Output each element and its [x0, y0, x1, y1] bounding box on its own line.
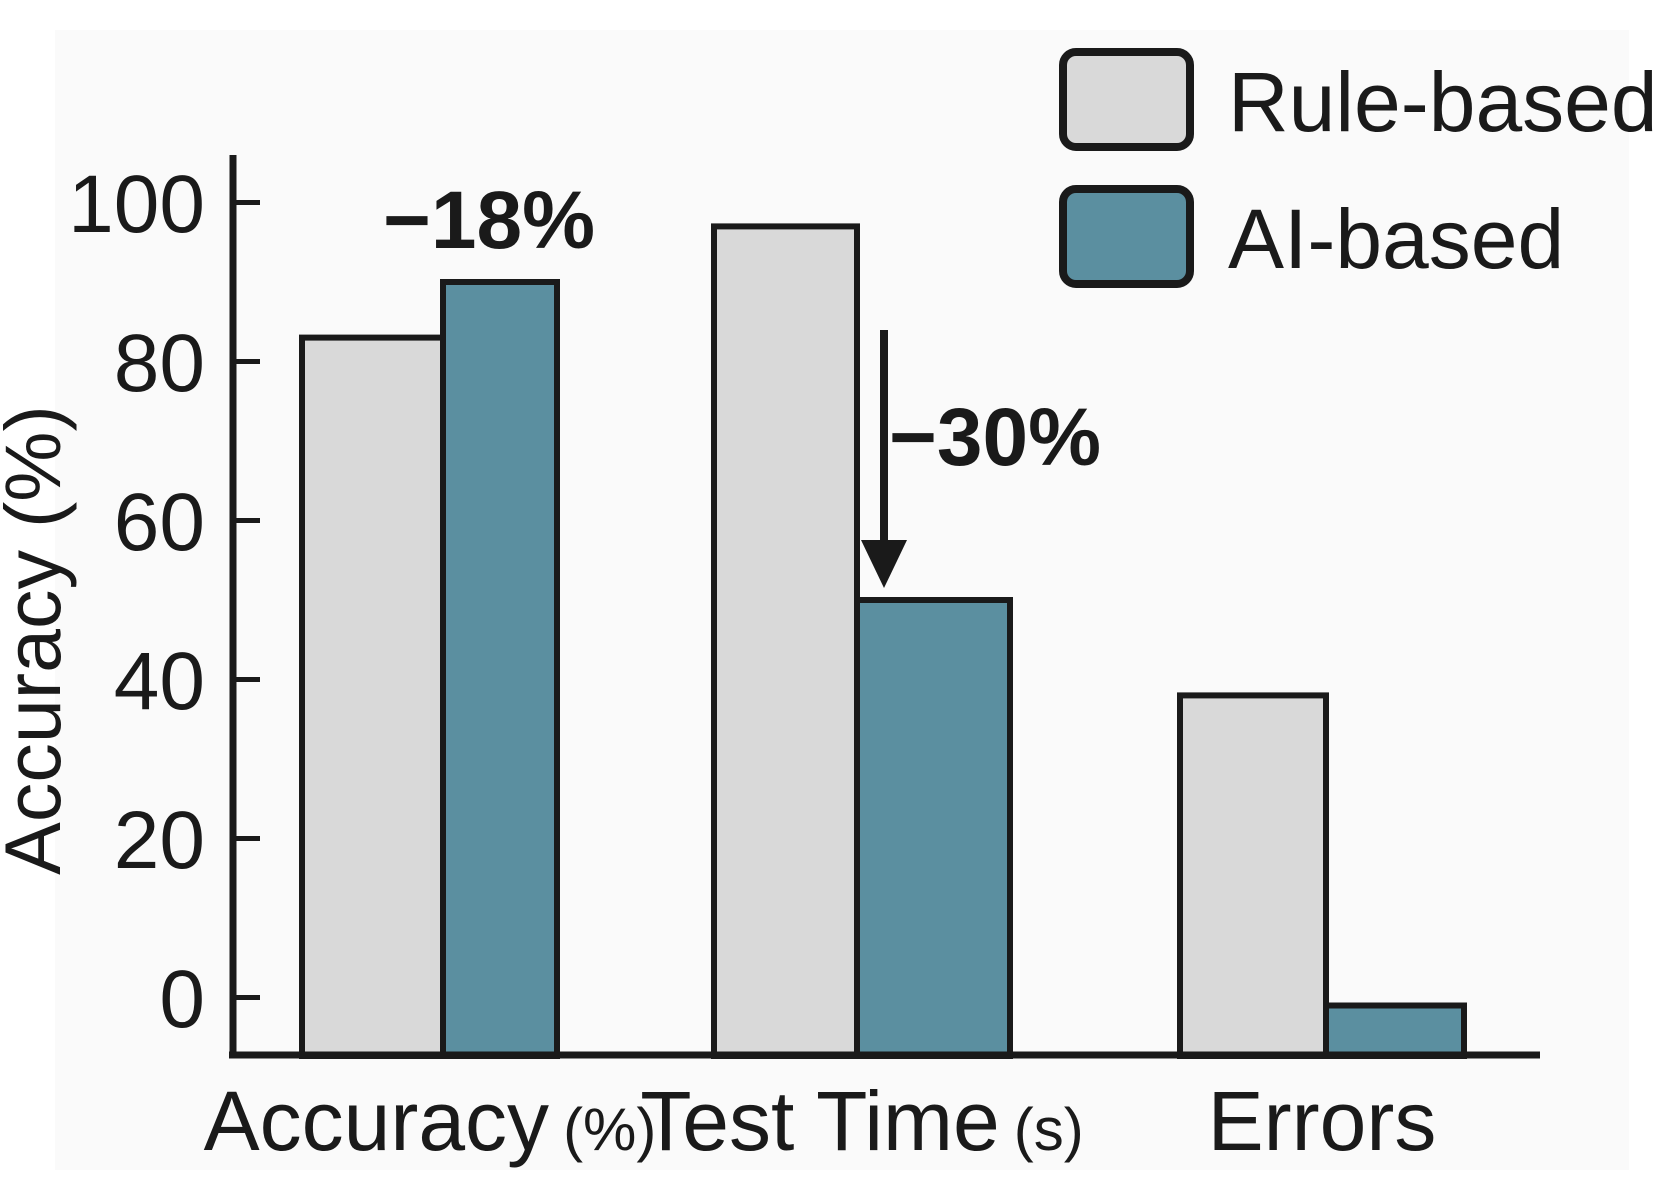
x-label-test-time: Test Time (s) [640, 1074, 1083, 1168]
bar-ai-based-1 [854, 597, 1013, 1059]
y-ticks [236, 200, 260, 1000]
down-arrow-head [861, 540, 907, 588]
y-tick-label-80: 80 [114, 318, 205, 409]
y-tick-label-60: 60 [114, 477, 205, 568]
legend-swatch-ai-based [1059, 185, 1194, 288]
x-label-accuracy: Accuracy (%) [204, 1074, 657, 1168]
x-label-errors-text: Errors [1208, 1074, 1437, 1168]
annotation-testtime-delta: −30% [889, 392, 1101, 483]
x-label-test-time-text: Test Time [640, 1074, 999, 1168]
y-tick-label-0: 0 [159, 954, 205, 1045]
bar-ai-based-0 [440, 279, 560, 1059]
bars-layer [299, 223, 1467, 1060]
y-axis-title: Accuracy (%) [0, 405, 77, 875]
x-label-test-time-unit: (s) [1014, 1096, 1084, 1163]
legend-label-ai-based: AI-based [1228, 192, 1564, 286]
legend-label-rule-based: Rule-based [1228, 55, 1658, 149]
x-label-accuracy-unit: (%) [563, 1096, 656, 1163]
bar-rule-based-1 [711, 223, 860, 1059]
y-tick-label-40: 40 [114, 636, 205, 727]
y-tick-label-20: 20 [114, 795, 205, 886]
legend-swatch-rule-based [1059, 48, 1194, 151]
x-label-accuracy-text: Accuracy [204, 1074, 549, 1168]
bar-rule-based-0 [299, 334, 446, 1060]
annotation-accuracy-delta: −18% [383, 175, 595, 266]
bar-ai-based-2 [1323, 1002, 1467, 1059]
bar-rule-based-2 [1177, 692, 1329, 1060]
x-label-errors: Errors [1208, 1074, 1437, 1168]
legend: Rule-based AI-based [1059, 48, 1658, 288]
down-arrow [861, 330, 907, 588]
y-tick-label-100: 100 [68, 159, 205, 250]
